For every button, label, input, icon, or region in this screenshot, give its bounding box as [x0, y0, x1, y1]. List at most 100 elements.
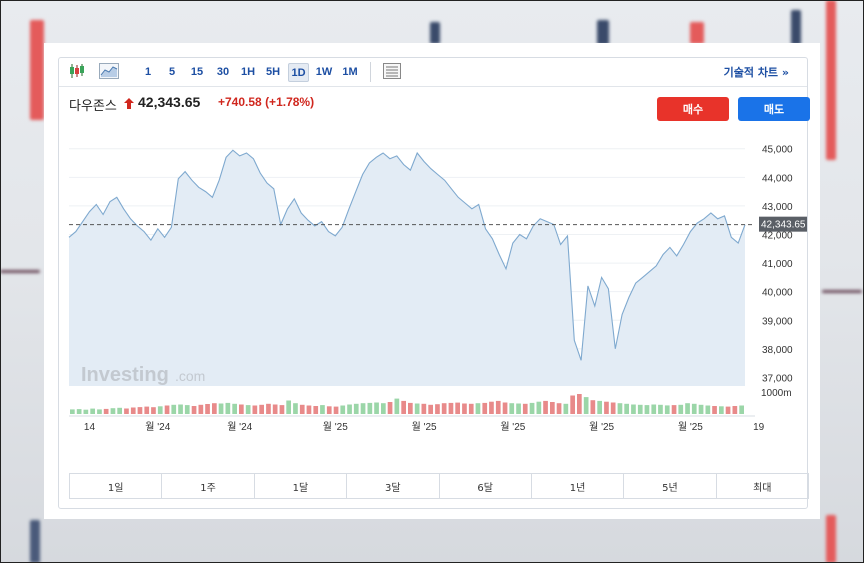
price-change-value: +740.58: [218, 95, 262, 109]
volume-bar: [353, 403, 359, 414]
candlestick-icon[interactable]: [67, 62, 87, 80]
watermark-suffix: .com: [175, 368, 205, 384]
volume-bar: [651, 404, 657, 414]
timeframe-30[interactable]: 30: [216, 65, 230, 78]
range-tab-1d[interactable]: 1일: [70, 474, 163, 498]
volume-bar: [536, 401, 542, 414]
volume-bar: [151, 407, 156, 414]
timeframe-15[interactable]: 15: [190, 65, 204, 78]
x-tick-label: 월 '25: [323, 421, 348, 433]
volume-bar: [617, 403, 623, 414]
volume-bar: [516, 403, 521, 414]
volume-bar: [739, 405, 744, 414]
last-price: 42,343.65: [138, 94, 201, 110]
watermark-brand: Investing: [81, 364, 169, 386]
y-tick-label: 37,000: [762, 373, 793, 384]
instrument-name: 다우존스: [69, 99, 117, 114]
volume-bar: [137, 407, 143, 414]
range-tabs: 1일 1주 1달 3달 6달 1년 5년 최대: [69, 473, 809, 499]
range-tab-3m[interactable]: 3달: [347, 474, 440, 498]
volume-bar: [691, 403, 697, 414]
volume-bar: [448, 402, 454, 414]
volume-bar: [225, 402, 231, 414]
y-tick-label: 44,000: [762, 173, 793, 184]
volume-bar: [299, 404, 305, 414]
timeframe-1h[interactable]: 1H: [240, 65, 256, 78]
y-tick-label: 43,000: [762, 202, 793, 213]
volume-bar: [239, 404, 244, 414]
timeframe-1d[interactable]: 1D: [288, 63, 309, 82]
volume-bar: [117, 407, 122, 414]
y-tick-label: 42,000: [762, 230, 793, 241]
timeframe-1[interactable]: 1: [144, 65, 152, 78]
volume-bar: [414, 403, 420, 414]
volume-bar: [556, 403, 562, 414]
x-tick-label: 월 '25: [412, 421, 437, 433]
volume-bar: [489, 401, 494, 414]
volume-bar: [725, 406, 731, 414]
sell-button[interactable]: 매도: [738, 97, 810, 121]
x-tick-label: 19: [753, 422, 765, 433]
timeframe-5[interactable]: 5: [168, 65, 176, 78]
technical-chart-link[interactable]: 기술적 차트 »: [723, 66, 789, 79]
volume-bar: [475, 403, 481, 414]
volume-bar: [259, 404, 264, 414]
volume-bar: [698, 404, 704, 414]
range-tab-1w[interactable]: 1주: [162, 474, 255, 498]
y-tick-label: 45,000: [762, 145, 793, 156]
volume-bar: [279, 405, 285, 414]
volume-bar: [387, 402, 393, 414]
y-axis: 45,000 44,000 43,000 42,000 41,000 40,000 39,0…: [762, 145, 793, 385]
volume-bars: [70, 394, 744, 414]
chart-widget: 1 5 15 30 1H 5H 1D 1W 1M 기술적 차트 » 다우존스: [58, 57, 810, 509]
volume-bar: [293, 403, 298, 414]
volume-bar: [705, 405, 711, 414]
volume-bar: [191, 406, 197, 414]
x-axis: 14 월 '24 월 '24 월 '25 월 '25 월 '25 월 '25 월 '25 19: [69, 415, 765, 433]
volume-bar: [610, 402, 616, 414]
volume-bar: [644, 405, 650, 414]
table-icon[interactable]: [382, 62, 402, 80]
volume-bar: [97, 409, 102, 414]
x-tick-label: 월 '24: [227, 421, 252, 433]
volume-bar: [468, 403, 474, 414]
volume-bar: [212, 403, 217, 414]
timeframe-1m[interactable]: 1M: [342, 65, 358, 78]
volume-bar: [144, 406, 150, 414]
volume-bar: [664, 405, 670, 414]
volume-bar: [347, 404, 352, 414]
x-tick-label: 14: [84, 422, 96, 433]
volume-bar: [637, 404, 643, 414]
x-tick-label: 월 '25: [589, 421, 614, 433]
volume-bar: [272, 404, 278, 414]
volume-bar: [583, 397, 589, 414]
volume-bar: [509, 403, 515, 414]
area-chart-icon[interactable]: [99, 62, 119, 80]
volume-bar: [76, 409, 82, 414]
buy-button[interactable]: 매수: [657, 97, 729, 121]
volume-bar: [90, 408, 95, 414]
range-tab-1m[interactable]: 1달: [255, 474, 348, 498]
volume-bar: [441, 403, 447, 414]
range-tab-6m[interactable]: 6달: [440, 474, 532, 498]
volume-bar: [624, 403, 629, 414]
x-tick-label: 월 '25: [500, 421, 525, 433]
price-change: +740.58 (+1.78%): [218, 95, 314, 109]
volume-bar: [320, 405, 325, 414]
price-chart[interactable]: Investing .com 45,00044,00043,00042,0004…: [59, 123, 807, 443]
range-tab-1y[interactable]: 1년: [532, 474, 625, 498]
range-tab-5y[interactable]: 5년: [624, 474, 717, 498]
range-tab-max[interactable]: 최대: [753, 482, 772, 494]
timeframe-5h[interactable]: 5H: [265, 65, 281, 78]
y-tick-label: 39,000: [762, 316, 793, 327]
volume-bar: [678, 404, 684, 414]
volume-bar: [340, 405, 346, 414]
volume-bar: [529, 402, 535, 414]
volume-bar: [455, 402, 460, 414]
volume-bar: [712, 406, 717, 414]
volume-bar: [401, 400, 406, 414]
volume-bar: [671, 405, 677, 414]
volume-bar: [732, 406, 738, 414]
y-tick-label: 38,000: [762, 345, 793, 356]
timeframe-1w[interactable]: 1W: [315, 65, 333, 78]
